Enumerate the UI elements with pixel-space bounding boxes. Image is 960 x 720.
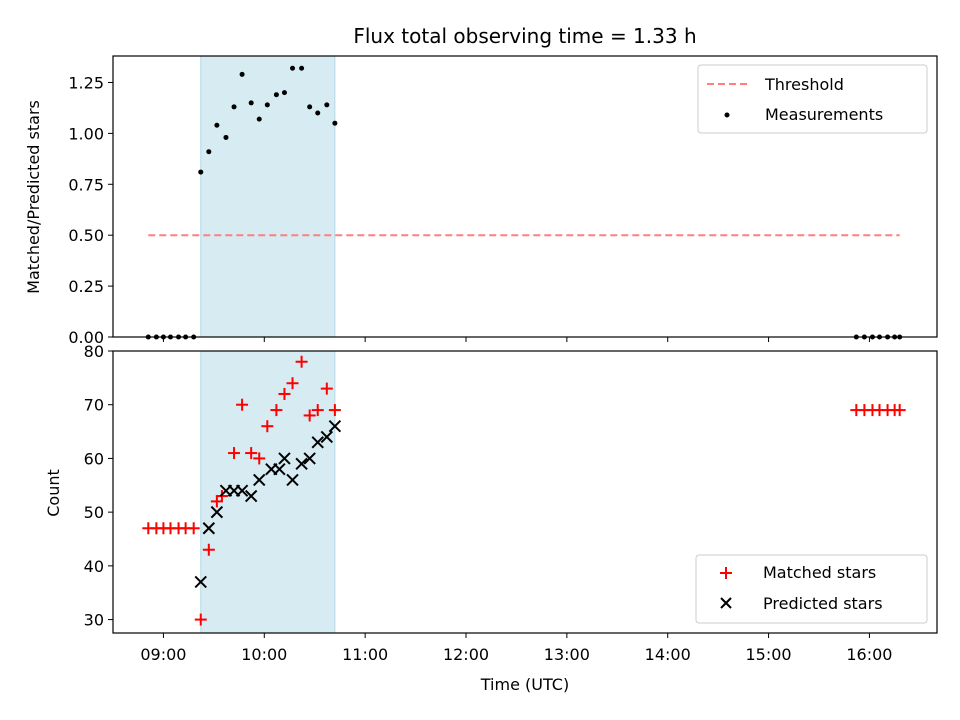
bottom-y-axis-label: Count bbox=[44, 469, 63, 517]
y-tick-label: 70 bbox=[84, 396, 104, 415]
predicted-star-point bbox=[210, 505, 224, 519]
legend-matched-swatch bbox=[720, 567, 732, 579]
bottom-panel: 30 40 50 60 70 80 09:00 10:00 11:00 12:00 13:00 14… bbox=[44, 342, 938, 694]
measurement-point bbox=[324, 102, 330, 108]
legend-threshold-label: Threshold bbox=[764, 75, 844, 94]
predicted-star-point bbox=[235, 484, 249, 497]
predicted-star-point bbox=[194, 575, 207, 589]
y-tick-label: 0.50 bbox=[68, 226, 104, 245]
measurement-point bbox=[307, 104, 313, 110]
predicted-star-point bbox=[311, 436, 324, 449]
top-plot-frame bbox=[112, 55, 938, 338]
y-tick-label: 80 bbox=[84, 342, 104, 361]
measurement-point bbox=[214, 122, 220, 128]
y-tick-label: 0.00 bbox=[68, 328, 104, 347]
matched-star-point bbox=[245, 447, 258, 460]
bottom-highlight-span bbox=[200, 350, 336, 634]
x-tick-label: 15:00 bbox=[746, 645, 792, 664]
predicted-star-point bbox=[273, 462, 286, 476]
y-tick-label: 30 bbox=[84, 611, 104, 630]
y-tick-label: 1.25 bbox=[68, 73, 104, 92]
legend-measurements-label: Measurements bbox=[765, 105, 883, 124]
top-y-axis-label: Matched/Predicted stars bbox=[24, 100, 43, 294]
y-tick-label: 50 bbox=[84, 503, 104, 522]
predicted-star-point bbox=[244, 489, 258, 503]
top-panel: 0.00 0.25 0.50 0.75 1.00 1.25 Matched/Predict… bbox=[24, 55, 938, 347]
predicted-star-point bbox=[202, 522, 216, 535]
matched-star-point bbox=[202, 543, 215, 556]
x-tick-label: 09:00 bbox=[140, 645, 186, 664]
matched-star-point bbox=[236, 398, 249, 411]
measurement-point bbox=[231, 104, 237, 110]
measurement-point bbox=[223, 134, 229, 140]
y-tick-label: 60 bbox=[84, 449, 104, 468]
measurement-point bbox=[206, 149, 212, 155]
x-tick-label: 16:00 bbox=[846, 645, 892, 664]
bottom-legend: Matched stars Predicted stars bbox=[695, 554, 928, 624]
top-highlight-span bbox=[200, 55, 336, 338]
measurement-point bbox=[256, 116, 262, 122]
x-tick-label: 12:00 bbox=[443, 645, 489, 664]
x-tick-label: 13:00 bbox=[544, 645, 590, 664]
x-tick-label: 10:00 bbox=[241, 645, 287, 664]
y-tick-label: 40 bbox=[84, 557, 104, 576]
bottom-plot-frame bbox=[112, 350, 938, 634]
matched-star-point bbox=[261, 420, 274, 433]
measurement-point bbox=[248, 100, 254, 106]
legend-matched-label: Matched stars bbox=[763, 563, 876, 582]
matched-star-point bbox=[328, 404, 341, 417]
predicted-star-point bbox=[320, 430, 334, 444]
predicted-star-point bbox=[253, 473, 266, 487]
y-tick-label: 1.00 bbox=[68, 124, 104, 143]
x-tick-label: 14:00 bbox=[645, 645, 691, 664]
predicted-star-point bbox=[295, 457, 308, 471]
matched-star-point bbox=[893, 404, 906, 417]
x-tick-label: 11:00 bbox=[342, 645, 388, 664]
legend-predicted-label: Predicted stars bbox=[763, 594, 883, 613]
y-tick-label: 0.25 bbox=[68, 277, 104, 296]
matched-star-point bbox=[320, 382, 333, 395]
measurement-point bbox=[332, 120, 338, 126]
x-axis-label: Time (UTC) bbox=[480, 675, 569, 694]
matched-star-point bbox=[270, 404, 283, 417]
top-legend: Threshold Measurements bbox=[697, 64, 928, 134]
matched-star-point bbox=[187, 522, 200, 535]
matched-star-point bbox=[295, 355, 308, 368]
measurement-point bbox=[315, 110, 321, 116]
measurement-point bbox=[273, 92, 279, 98]
y-tick-label: 0.75 bbox=[68, 175, 104, 194]
measurement-point bbox=[290, 65, 296, 71]
predicted-star-point bbox=[278, 452, 291, 465]
legend-measurements-swatch bbox=[724, 112, 730, 118]
predicted-star-point bbox=[303, 452, 316, 465]
matched-star-point bbox=[228, 447, 241, 460]
matched-star-point bbox=[278, 387, 291, 400]
legend-predicted-swatch bbox=[720, 597, 732, 609]
matched-star-point bbox=[210, 495, 223, 508]
predicted-star-point bbox=[328, 419, 342, 433]
measurement-point bbox=[281, 90, 287, 96]
measurement-point bbox=[198, 169, 204, 175]
measurement-point bbox=[299, 65, 305, 71]
matched-star-point bbox=[286, 377, 299, 390]
chart-title: Flux total observing time = 1.33 h bbox=[353, 24, 696, 48]
measurement-point bbox=[239, 71, 245, 77]
predicted-star-point bbox=[286, 473, 299, 487]
matched-star-point bbox=[194, 613, 207, 626]
matched-star-point bbox=[303, 409, 316, 422]
measurement-point bbox=[264, 102, 270, 108]
matched-star-point bbox=[253, 452, 266, 465]
matched-star-point bbox=[311, 404, 324, 417]
